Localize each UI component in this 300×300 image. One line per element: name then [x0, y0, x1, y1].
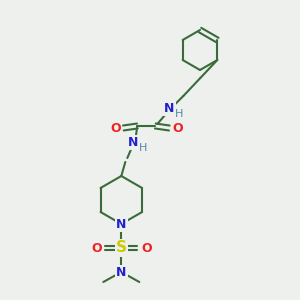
- Text: N: N: [116, 218, 127, 230]
- Text: O: O: [141, 242, 152, 254]
- Text: H: H: [175, 109, 184, 119]
- Text: O: O: [110, 122, 121, 134]
- Text: N: N: [116, 266, 127, 278]
- Text: S: S: [116, 241, 127, 256]
- Text: O: O: [91, 242, 102, 254]
- Text: H: H: [139, 143, 148, 153]
- Text: N: N: [164, 101, 175, 115]
- Text: N: N: [128, 136, 139, 148]
- Text: O: O: [172, 122, 183, 134]
